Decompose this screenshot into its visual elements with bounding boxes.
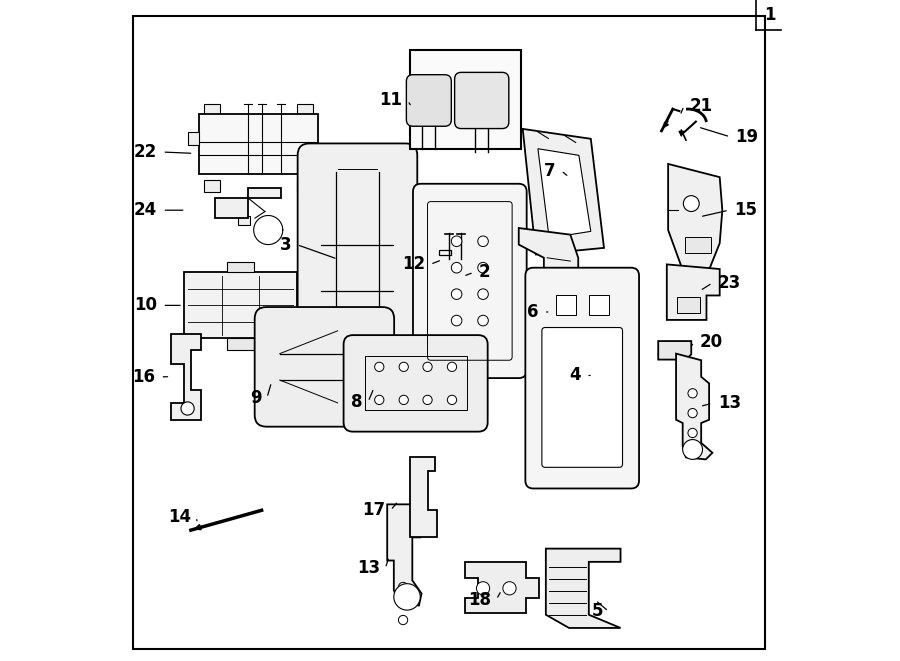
Text: 14: 14 <box>167 508 191 526</box>
Circle shape <box>478 262 489 273</box>
Polygon shape <box>668 164 723 270</box>
Bar <box>297 104 312 116</box>
Text: 2: 2 <box>479 263 490 282</box>
Bar <box>204 104 220 116</box>
Polygon shape <box>538 149 590 238</box>
FancyBboxPatch shape <box>454 73 508 128</box>
Text: 11: 11 <box>380 91 402 110</box>
Polygon shape <box>676 354 713 459</box>
Circle shape <box>503 582 516 595</box>
Circle shape <box>423 395 432 405</box>
FancyBboxPatch shape <box>413 184 526 378</box>
Polygon shape <box>523 129 604 254</box>
Circle shape <box>476 582 490 595</box>
FancyBboxPatch shape <box>407 75 451 126</box>
Polygon shape <box>518 228 587 383</box>
Circle shape <box>399 395 409 405</box>
Circle shape <box>478 289 489 299</box>
Bar <box>410 50 521 149</box>
Text: 12: 12 <box>401 255 425 274</box>
Polygon shape <box>677 297 700 313</box>
Polygon shape <box>667 264 720 320</box>
Polygon shape <box>464 562 539 613</box>
Circle shape <box>451 315 462 326</box>
Polygon shape <box>545 549 620 628</box>
Text: 5: 5 <box>592 602 603 621</box>
Text: 18: 18 <box>468 590 491 609</box>
Text: 17: 17 <box>362 501 385 520</box>
Polygon shape <box>685 237 711 253</box>
Circle shape <box>478 315 489 326</box>
FancyBboxPatch shape <box>255 307 394 427</box>
Text: 22: 22 <box>134 143 158 161</box>
Circle shape <box>688 428 698 438</box>
Bar <box>204 180 220 192</box>
Text: 19: 19 <box>735 128 759 146</box>
Circle shape <box>181 402 194 415</box>
Circle shape <box>374 362 384 371</box>
Text: 1: 1 <box>764 6 776 24</box>
Circle shape <box>423 362 432 371</box>
Circle shape <box>451 236 462 247</box>
Text: 7: 7 <box>544 161 556 180</box>
Circle shape <box>688 389 698 398</box>
Text: 15: 15 <box>734 201 757 219</box>
Text: 16: 16 <box>132 368 155 386</box>
Circle shape <box>447 395 456 405</box>
Text: 24: 24 <box>134 201 158 219</box>
Circle shape <box>478 236 489 247</box>
Polygon shape <box>199 114 318 174</box>
Circle shape <box>399 582 408 592</box>
Text: 3: 3 <box>280 235 292 254</box>
Text: 9: 9 <box>250 389 262 407</box>
FancyBboxPatch shape <box>344 335 488 432</box>
Text: 20: 20 <box>700 333 723 352</box>
Text: 13: 13 <box>356 559 380 578</box>
Circle shape <box>683 196 699 212</box>
Text: 8: 8 <box>351 393 363 411</box>
Polygon shape <box>171 334 201 420</box>
Text: 6: 6 <box>527 303 538 321</box>
Polygon shape <box>387 504 421 605</box>
Bar <box>297 180 312 192</box>
Polygon shape <box>658 341 691 360</box>
Text: 10: 10 <box>134 296 158 315</box>
Circle shape <box>374 395 384 405</box>
Text: 13: 13 <box>717 394 741 412</box>
Polygon shape <box>215 188 282 218</box>
Polygon shape <box>184 272 297 338</box>
Polygon shape <box>410 457 436 537</box>
Polygon shape <box>227 338 254 350</box>
Text: 21: 21 <box>689 97 713 115</box>
Polygon shape <box>227 262 254 272</box>
Circle shape <box>399 362 409 371</box>
Bar <box>238 216 250 225</box>
Polygon shape <box>187 132 199 145</box>
FancyBboxPatch shape <box>542 327 623 467</box>
Circle shape <box>447 362 456 371</box>
Text: 23: 23 <box>717 274 741 292</box>
Circle shape <box>683 440 703 459</box>
Circle shape <box>688 408 698 418</box>
Bar <box>589 295 608 315</box>
FancyBboxPatch shape <box>526 268 639 488</box>
Circle shape <box>399 599 408 608</box>
Bar <box>556 295 576 315</box>
Circle shape <box>451 289 462 299</box>
Text: 4: 4 <box>570 366 580 385</box>
Circle shape <box>394 584 420 610</box>
FancyBboxPatch shape <box>298 143 418 372</box>
Circle shape <box>399 615 408 625</box>
Circle shape <box>451 262 462 273</box>
